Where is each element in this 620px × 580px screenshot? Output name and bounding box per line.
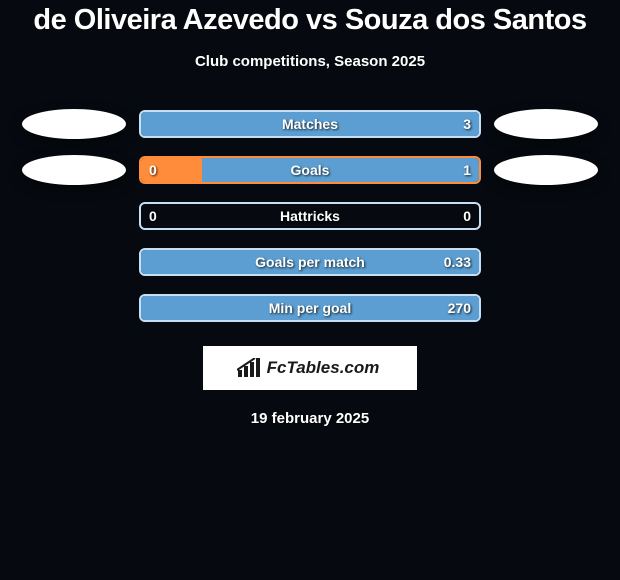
page-title: de Oliveira Azevedo vs Souza dos Santos: [0, 4, 620, 37]
stat-value-left: 0: [149, 162, 157, 178]
stat-label: Hattricks: [280, 208, 340, 224]
stat-label: Goals: [291, 162, 330, 178]
stat-row: 0 Hattricks 0: [0, 202, 620, 230]
stat-row: Matches 3: [0, 110, 620, 138]
stat-value-right: 3: [463, 116, 471, 132]
comparison-infographic: de Oliveira Azevedo vs Souza dos Santos …: [0, 0, 620, 567]
stat-label: Min per goal: [269, 300, 351, 316]
stat-bar: Min per goal 270: [139, 294, 481, 322]
player-left-avatar: [22, 109, 126, 139]
stat-bar: Matches 3: [139, 110, 481, 138]
player-right-avatar: [494, 155, 598, 185]
subtitle: Club competitions, Season 2025: [0, 53, 620, 70]
stat-label: Matches: [282, 116, 338, 132]
generated-date: 19 february 2025: [0, 410, 620, 427]
stat-value-right: 0.33: [444, 254, 471, 270]
left-avatar-slot: [19, 109, 129, 139]
logo-text: FcTables.com: [267, 358, 384, 378]
stat-bar: Goals per match 0.33: [139, 248, 481, 276]
stats-container: Matches 3 0 Goals 1 0 Hattricks 0 Goals per matc…: [0, 110, 620, 322]
fctables-logo-box: FcTables.com: [203, 346, 417, 390]
stat-value-right: 0: [463, 208, 471, 224]
stat-value-right: 1: [463, 162, 471, 178]
player-right-avatar: [494, 109, 598, 139]
bar-chart-icon: [237, 358, 263, 378]
player-left-avatar: [22, 155, 126, 185]
stat-row: Min per goal 270: [0, 294, 620, 322]
right-avatar-slot: [491, 109, 601, 139]
stat-bar-right-fill: [202, 158, 479, 182]
stat-value-left: 0: [149, 208, 157, 224]
right-avatar-slot: [491, 155, 601, 185]
stat-label: Goals per match: [255, 254, 365, 270]
logo-inner: FcTables.com: [205, 348, 415, 388]
left-avatar-slot: [19, 155, 129, 185]
stat-bar: 0 Goals 1: [139, 156, 481, 184]
bottom-spacer: [0, 427, 620, 567]
stat-bar: 0 Hattricks 0: [139, 202, 481, 230]
stat-row: Goals per match 0.33: [0, 248, 620, 276]
stat-row: 0 Goals 1: [0, 156, 620, 184]
stat-value-right: 270: [448, 300, 471, 316]
